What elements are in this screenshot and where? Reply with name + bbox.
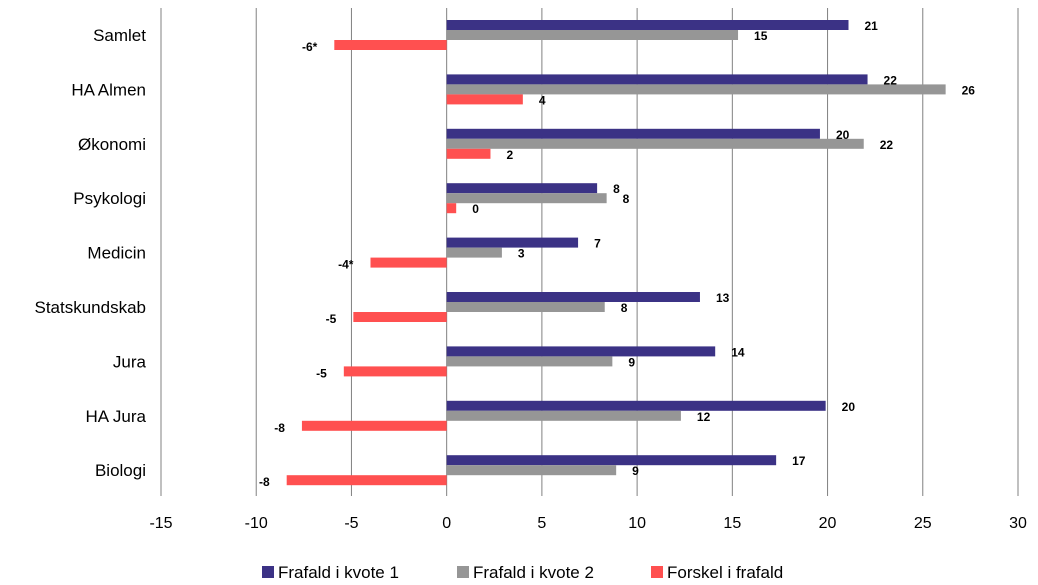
- bar: [446, 465, 617, 476]
- x-axis-ticks: -15 -10 -5 0 5 10 15 20 25 30: [149, 515, 1027, 532]
- data-label: 15: [754, 29, 768, 43]
- data-label: -8: [259, 475, 270, 489]
- x-tick-label: -10: [245, 515, 268, 532]
- bar: [446, 247, 502, 258]
- bar: [446, 128, 820, 139]
- bar: [446, 148, 491, 159]
- bar: [446, 455, 777, 466]
- bar: [446, 183, 598, 194]
- legend-label: Frafald i kvote 1: [278, 563, 399, 582]
- legend: Frafald i kvote 1 Frafald i kvote 2 Forske…: [262, 563, 783, 582]
- data-label: -4*: [338, 258, 354, 272]
- x-tick-label: 5: [537, 515, 546, 532]
- category-label: Samlet: [93, 26, 146, 45]
- bar: [446, 74, 868, 85]
- data-label: 8: [621, 301, 628, 315]
- legend-swatch: [262, 566, 274, 578]
- category-label: Økonomi: [78, 135, 146, 154]
- category-label: Jura: [113, 352, 147, 371]
- data-label: 0: [472, 202, 479, 216]
- data-label: -6*: [302, 40, 318, 54]
- category-label: HA Jura: [86, 407, 147, 426]
- data-label: 9: [632, 464, 639, 478]
- bar: [446, 346, 716, 357]
- legend-label: Frafald i kvote 2: [473, 563, 594, 582]
- bar: [446, 203, 457, 214]
- data-label: 17: [792, 454, 806, 468]
- data-label: -5: [326, 312, 337, 326]
- data-label: 2: [506, 148, 513, 162]
- category-label: Biologi: [95, 461, 146, 480]
- bar: [446, 94, 523, 105]
- x-tick-label: -15: [149, 515, 172, 532]
- data-label: 4: [539, 93, 546, 107]
- bar: [446, 138, 864, 149]
- bar: [286, 475, 447, 486]
- data-label: -8: [274, 421, 285, 435]
- data-label: 7: [594, 237, 601, 251]
- bar: [446, 237, 579, 248]
- legend-swatch: [651, 566, 663, 578]
- bar: [446, 30, 739, 40]
- x-tick-label: 20: [819, 515, 837, 532]
- data-label: 9: [628, 355, 635, 369]
- bar: [301, 420, 447, 431]
- data-label: 22: [880, 138, 894, 152]
- bar: [370, 257, 447, 268]
- data-label: 13: [716, 291, 730, 305]
- bar: [446, 410, 681, 421]
- x-tick-label: 10: [628, 515, 646, 532]
- bar: [446, 400, 826, 411]
- data-label: 8: [623, 192, 630, 206]
- x-tick-label: 15: [723, 515, 741, 532]
- bar: [446, 20, 849, 30]
- data-label: 26: [962, 83, 976, 97]
- bar: [343, 366, 447, 377]
- bar: [446, 84, 946, 95]
- legend-label: Forskel i frafald: [667, 563, 783, 582]
- data-label: 14: [731, 345, 745, 359]
- category-label: Statskundskab: [34, 298, 146, 317]
- x-tick-label: 25: [914, 515, 932, 532]
- x-tick-label: 0: [442, 515, 451, 532]
- x-tick-label: 30: [1009, 515, 1027, 532]
- data-label: 21: [865, 19, 879, 33]
- bar: [446, 356, 613, 367]
- data-label: 20: [836, 128, 850, 142]
- x-tick-label: -5: [344, 515, 358, 532]
- bar: [446, 193, 607, 204]
- data-label: 22: [884, 73, 898, 87]
- data-label: 3: [518, 247, 525, 261]
- data-label: 12: [697, 410, 711, 424]
- data-label: 8: [613, 182, 620, 196]
- bar: [353, 312, 447, 322]
- category-label: Psykologi: [73, 189, 146, 208]
- bar: [446, 292, 700, 302]
- category-label: Medicin: [87, 244, 146, 263]
- bars: [286, 20, 946, 486]
- category-labels: Samlet HA Almen Økonomi Psykologi Medicin Sta…: [34, 26, 146, 480]
- data-labels: 2115-6*222642022288073-4*138-5149-52012-…: [259, 19, 975, 489]
- bar: [446, 302, 605, 312]
- data-label: -5: [316, 366, 327, 380]
- category-label: HA Almen: [71, 80, 146, 99]
- bar: [334, 40, 447, 50]
- data-label: 20: [842, 400, 856, 414]
- legend-swatch: [457, 566, 469, 578]
